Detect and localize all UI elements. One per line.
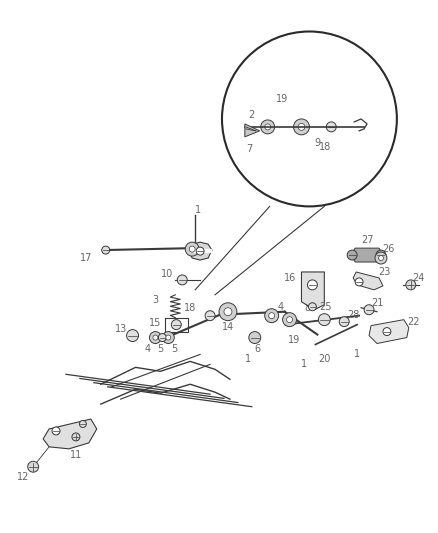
- Text: 20: 20: [318, 354, 330, 365]
- Text: 19: 19: [275, 94, 287, 104]
- Text: 28: 28: [346, 310, 359, 320]
- Text: 1: 1: [244, 354, 250, 365]
- Circle shape: [325, 122, 336, 132]
- Text: 18: 18: [318, 142, 331, 152]
- Circle shape: [219, 303, 237, 321]
- Polygon shape: [301, 272, 324, 310]
- Text: 17: 17: [79, 253, 92, 263]
- Polygon shape: [188, 242, 212, 260]
- Circle shape: [52, 427, 60, 435]
- Text: 24: 24: [412, 273, 424, 283]
- Polygon shape: [43, 419, 96, 449]
- Circle shape: [297, 124, 304, 131]
- Text: 2: 2: [248, 110, 254, 120]
- Circle shape: [149, 332, 161, 343]
- Text: 15: 15: [149, 318, 161, 328]
- Circle shape: [339, 317, 348, 327]
- Circle shape: [28, 461, 39, 472]
- Circle shape: [318, 314, 329, 326]
- Text: 1: 1: [194, 205, 201, 215]
- Text: 26: 26: [382, 244, 394, 254]
- Text: 6: 6: [254, 344, 260, 354]
- Text: 27: 27: [360, 235, 372, 245]
- Circle shape: [405, 280, 415, 290]
- Text: 7: 7: [246, 144, 252, 154]
- Text: 18: 18: [184, 303, 196, 313]
- Circle shape: [152, 335, 158, 340]
- Polygon shape: [350, 248, 382, 262]
- Circle shape: [354, 278, 362, 286]
- Circle shape: [185, 242, 199, 256]
- Circle shape: [166, 335, 170, 340]
- Circle shape: [378, 255, 382, 261]
- Text: 4: 4: [277, 302, 283, 312]
- Text: 1: 1: [301, 359, 307, 369]
- Circle shape: [282, 313, 296, 327]
- Circle shape: [177, 275, 187, 285]
- Circle shape: [264, 124, 270, 130]
- Circle shape: [102, 246, 110, 254]
- Circle shape: [363, 305, 373, 314]
- Polygon shape: [352, 272, 382, 290]
- Circle shape: [248, 332, 260, 343]
- Circle shape: [126, 329, 138, 342]
- Circle shape: [189, 246, 195, 252]
- Circle shape: [374, 252, 386, 264]
- Circle shape: [268, 313, 274, 319]
- Circle shape: [346, 250, 356, 260]
- Text: 8: 8: [304, 303, 310, 313]
- Text: 9: 9: [314, 138, 320, 148]
- Text: 19: 19: [288, 335, 300, 344]
- Text: 23: 23: [377, 267, 389, 277]
- Text: 11: 11: [70, 450, 82, 460]
- Circle shape: [158, 334, 166, 342]
- Circle shape: [162, 332, 174, 343]
- Text: 25: 25: [318, 302, 331, 312]
- Text: 22: 22: [406, 317, 419, 327]
- Text: 3: 3: [152, 295, 158, 305]
- Circle shape: [260, 120, 274, 134]
- Circle shape: [196, 247, 204, 255]
- Circle shape: [293, 119, 309, 135]
- Polygon shape: [368, 320, 408, 343]
- Text: 16: 16: [284, 273, 296, 283]
- Circle shape: [382, 328, 390, 336]
- Text: 12: 12: [17, 472, 29, 482]
- Circle shape: [375, 250, 385, 260]
- Circle shape: [307, 280, 317, 290]
- Circle shape: [286, 317, 292, 322]
- Text: 13: 13: [114, 324, 127, 334]
- Text: 14: 14: [221, 321, 233, 332]
- Text: 4: 4: [144, 344, 150, 354]
- Text: 5: 5: [157, 344, 163, 354]
- Text: 1: 1: [353, 350, 359, 359]
- Circle shape: [223, 308, 231, 316]
- Text: 10: 10: [161, 269, 173, 279]
- Text: 5: 5: [171, 344, 177, 354]
- Circle shape: [171, 320, 181, 329]
- Circle shape: [79, 421, 86, 427]
- Circle shape: [72, 433, 80, 441]
- Circle shape: [308, 303, 316, 311]
- Circle shape: [205, 311, 215, 321]
- Polygon shape: [244, 124, 259, 137]
- Text: 21: 21: [370, 298, 382, 308]
- Circle shape: [264, 309, 278, 322]
